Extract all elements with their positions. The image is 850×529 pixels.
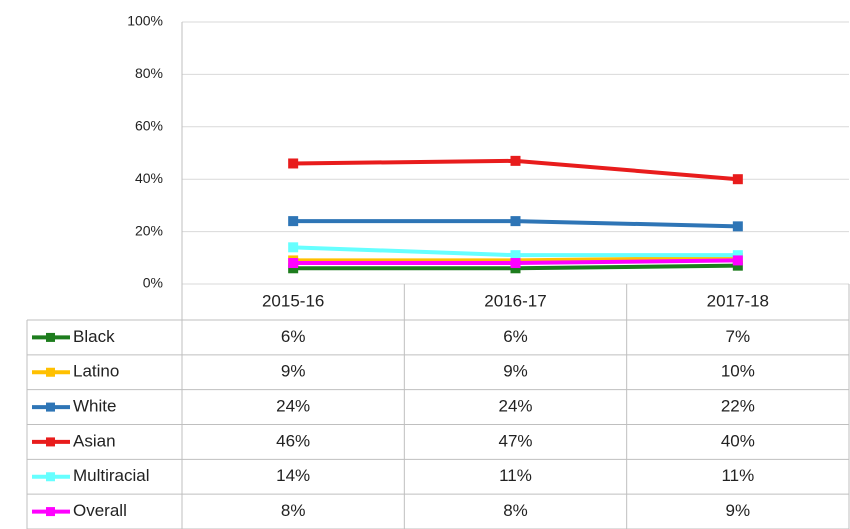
- series-marker: [288, 263, 299, 274]
- series-marker: [288, 158, 299, 169]
- series-marker: [510, 258, 521, 269]
- table-value: 11%: [721, 466, 754, 485]
- table-value: 24%: [498, 397, 532, 416]
- table-value: 10%: [721, 362, 755, 381]
- y-tick-label: 80%: [135, 65, 163, 81]
- series-marker: [510, 216, 521, 227]
- table-value: 40%: [721, 431, 755, 450]
- table-value: 46%: [276, 431, 310, 450]
- y-tick-label: 40%: [135, 170, 163, 186]
- legend-marker: [46, 507, 55, 517]
- table-value: 11%: [499, 466, 532, 485]
- series-marker: [288, 242, 299, 253]
- legend-marker: [46, 367, 55, 377]
- table-value: 9%: [726, 501, 751, 520]
- x-tick-label: 2016-17: [484, 291, 546, 310]
- table-value: 8%: [503, 501, 528, 520]
- series-marker: [732, 250, 743, 261]
- table-value: 24%: [276, 397, 310, 416]
- series-marker: [510, 155, 521, 166]
- table-value: 6%: [281, 327, 306, 346]
- legend-label: Overall: [73, 501, 127, 520]
- legend-marker: [46, 402, 55, 412]
- legend-label: Multiracial: [73, 466, 150, 485]
- series-marker: [732, 221, 743, 232]
- y-tick-label: 0%: [143, 275, 163, 291]
- legend-label: Latino: [73, 362, 119, 381]
- table-value: 9%: [503, 362, 528, 381]
- series-marker: [732, 255, 743, 266]
- x-tick-label: 2017-18: [707, 291, 769, 310]
- table-value: 22%: [721, 397, 755, 416]
- series-marker: [288, 216, 299, 227]
- series-marker: [732, 260, 743, 271]
- legend-marker: [46, 332, 55, 342]
- legend-label: White: [73, 397, 116, 416]
- legend-label: Black: [73, 327, 115, 346]
- table-value: 8%: [281, 501, 306, 520]
- table-value: 47%: [498, 431, 532, 450]
- series-marker: [510, 250, 521, 261]
- series-marker: [732, 174, 743, 185]
- x-tick-label: 2015-16: [262, 291, 324, 310]
- table-value: 14%: [276, 466, 310, 485]
- series-marker: [288, 258, 299, 269]
- table-value: 9%: [281, 362, 306, 381]
- series-marker: [510, 263, 521, 274]
- y-tick-label: 20%: [135, 222, 163, 238]
- legend-label: Asian: [73, 431, 116, 450]
- y-tick-label: 100%: [127, 13, 163, 29]
- table-value: 7%: [726, 327, 751, 346]
- y-tick-label: 60%: [135, 118, 163, 134]
- table-value: 6%: [503, 327, 528, 346]
- legend-marker: [46, 472, 55, 482]
- legend-marker: [46, 437, 55, 447]
